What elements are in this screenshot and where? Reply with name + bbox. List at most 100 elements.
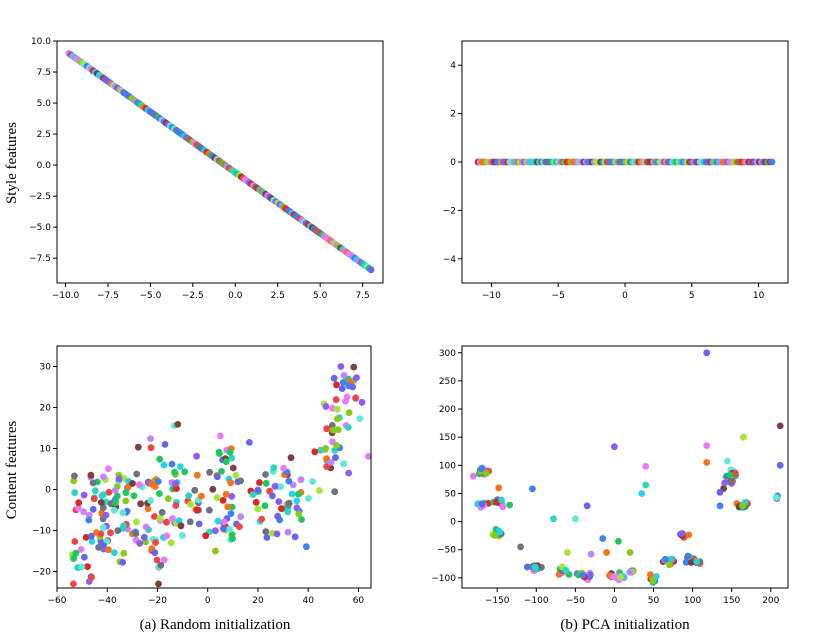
- scatter-point: [219, 525, 227, 533]
- scatter-point: [228, 531, 236, 539]
- scatter-point: [285, 477, 293, 485]
- y-tick-label: 2: [450, 110, 456, 120]
- scatter-point: [323, 463, 331, 470]
- scatter-point: [776, 422, 784, 430]
- scatter-point: [219, 497, 227, 504]
- scatter-point: [160, 461, 168, 469]
- scatter-point: [163, 518, 170, 526]
- x-tick-label: −100: [524, 596, 549, 606]
- scatter-point: [345, 469, 353, 477]
- scatter-point: [224, 503, 232, 511]
- scatter-point: [237, 513, 245, 521]
- scatter-point: [254, 486, 262, 494]
- x-tick-label: 7.5: [355, 291, 369, 301]
- scatter-point: [137, 500, 145, 508]
- scatter-point: [285, 499, 293, 507]
- x-tick-label: 50: [648, 596, 660, 606]
- scatter-point: [340, 460, 347, 468]
- scatter-points: [65, 50, 375, 274]
- scatter-point: [112, 499, 119, 507]
- scatter-point: [175, 517, 183, 525]
- scatter-point: [84, 563, 91, 570]
- y-tick-label: 4: [450, 61, 456, 71]
- scatter-point: [90, 495, 98, 503]
- scatter-point: [288, 490, 296, 498]
- scatter-point: [72, 549, 80, 557]
- scatter-point: [280, 464, 287, 472]
- scatter-point: [329, 426, 337, 434]
- scatter-point: [80, 508, 87, 516]
- scatter-point: [579, 571, 586, 579]
- y-tick-label: −10: [32, 527, 51, 537]
- caption-pca: (b) PCA initialization: [560, 617, 690, 633]
- scatter-point: [271, 483, 279, 490]
- scatter-point: [80, 491, 88, 499]
- scatter-point: [87, 532, 95, 540]
- scatter-point: [295, 510, 303, 518]
- scatter-point: [356, 415, 364, 422]
- scatter-point: [156, 490, 163, 497]
- scatter-point: [617, 573, 624, 581]
- scatter-point: [685, 531, 693, 539]
- scatter-point: [287, 454, 295, 462]
- scatter-point: [187, 500, 195, 508]
- scatter-point: [562, 566, 570, 574]
- scatter-point: [186, 518, 194, 526]
- scatter-point: [119, 509, 127, 517]
- scatter-point: [152, 539, 160, 546]
- scatter-point: [333, 405, 341, 413]
- y-tick-label: −20: [32, 568, 51, 578]
- scatter-point: [232, 471, 240, 479]
- scatter-point: [610, 573, 617, 581]
- x-tick-label: 150: [723, 596, 740, 606]
- scatter-point: [168, 460, 176, 468]
- scatter-point: [626, 569, 634, 576]
- scatter-point: [667, 555, 675, 563]
- scatter-point: [171, 468, 178, 476]
- scatter-point: [291, 533, 299, 541]
- scatter-point: [78, 563, 86, 571]
- scatter-point: [151, 549, 159, 557]
- scatter-point: [270, 464, 278, 472]
- scatter-point: [142, 523, 150, 531]
- scatter-point: [81, 553, 88, 561]
- scatter-point: [135, 481, 143, 489]
- scatter-point: [262, 479, 270, 487]
- scatter-point: [99, 524, 107, 532]
- scatter-point: [303, 543, 310, 551]
- y-tick-label: 0: [450, 158, 456, 168]
- scatter-point: [262, 528, 270, 535]
- scatter-point: [682, 558, 690, 566]
- scatter-point: [293, 497, 301, 505]
- scatter-point: [172, 480, 179, 487]
- scatter-point: [71, 538, 79, 545]
- y-tick-label: 30: [40, 363, 52, 373]
- scatter-point: [587, 550, 595, 558]
- y-tick-label: 10: [40, 445, 52, 455]
- scatter-point: [478, 465, 485, 473]
- x-tick-label: 0: [612, 596, 618, 606]
- row-label-style: Style features: [4, 122, 20, 204]
- caption-random: (a) Random initialization: [140, 617, 291, 633]
- content-random-panel: −60 −40 −20 0 20 40 60 −20 −10 0 10 20 30: [32, 345, 372, 606]
- scatter-point: [134, 443, 142, 451]
- y-tick-label: 10.0: [31, 37, 51, 47]
- scatter-point: [172, 502, 180, 509]
- x-tick-label: 0: [205, 596, 211, 606]
- scatter-point: [133, 518, 140, 526]
- scatter-point: [237, 477, 245, 485]
- x-tick-label: 2.5: [271, 291, 285, 301]
- scatter-point: [148, 480, 156, 488]
- scatter-point: [333, 381, 340, 389]
- scatter-point: [615, 537, 622, 545]
- scatter-point: [603, 549, 610, 556]
- x-tick-label: 10: [753, 291, 765, 301]
- scatter-point: [684, 552, 692, 560]
- scatter-point: [309, 478, 316, 485]
- scatter-point: [220, 518, 228, 526]
- scatter-point: [483, 470, 490, 477]
- scatter-point: [340, 372, 348, 379]
- axes-frame: [56, 40, 384, 284]
- scatter-point: [350, 363, 358, 371]
